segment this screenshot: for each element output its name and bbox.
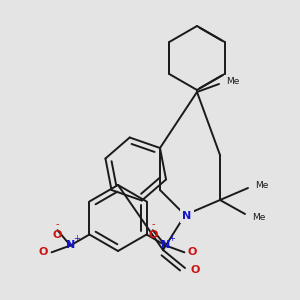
Text: N: N [182,211,192,221]
Text: Me: Me [255,181,269,190]
Text: Me: Me [255,181,269,190]
Text: Me: Me [252,212,266,221]
Text: O: O [190,265,200,275]
Text: -: - [56,219,59,229]
Text: Me: Me [226,77,240,86]
Text: -: - [151,219,154,229]
Text: O: O [39,247,48,257]
Text: O: O [188,247,197,257]
Text: N: N [161,241,170,250]
Text: Me: Me [226,77,240,86]
Text: O: O [53,230,62,240]
Text: Me: Me [252,212,266,221]
Text: O: O [148,230,158,240]
Text: N: N [182,211,192,221]
Text: +: + [73,234,80,243]
Text: O: O [190,265,200,275]
Text: +: + [168,234,175,243]
Text: N: N [66,241,75,250]
